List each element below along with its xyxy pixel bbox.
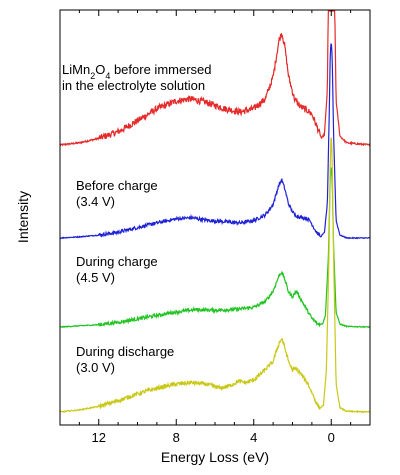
x-tick-label: 4	[250, 430, 257, 445]
y-axis-label: Intensity	[15, 191, 31, 243]
series-line-4	[59, 137, 371, 414]
x-axis-ticks: 12 8 4 0	[59, 10, 371, 445]
series-traces	[59, 10, 371, 414]
series-label-3-line-2: (4.5 V)	[76, 270, 115, 285]
series-line-3	[59, 167, 371, 329]
series-label-1-line-1: LiMn2O4 before immersed	[62, 62, 212, 81]
series-label-2-line-2: (3.4 V)	[76, 194, 115, 209]
series-label-1-line-2: in the electrolyte solution	[62, 78, 205, 93]
series-label-4-line-1: During discharge	[76, 344, 174, 359]
x-tick-label: 12	[92, 430, 106, 445]
x-tick-label: 0	[328, 430, 335, 445]
x-axis-label: Energy Loss (eV)	[161, 449, 269, 465]
series-line-2	[59, 43, 371, 240]
series-label-3-line-1: During charge	[76, 254, 158, 269]
x-tick-label: 8	[173, 430, 180, 445]
series-label-2-line-1: Before charge	[76, 178, 158, 193]
series-line-1	[59, 10, 371, 147]
series-label-4-line-2: (3.0 V)	[76, 360, 115, 375]
